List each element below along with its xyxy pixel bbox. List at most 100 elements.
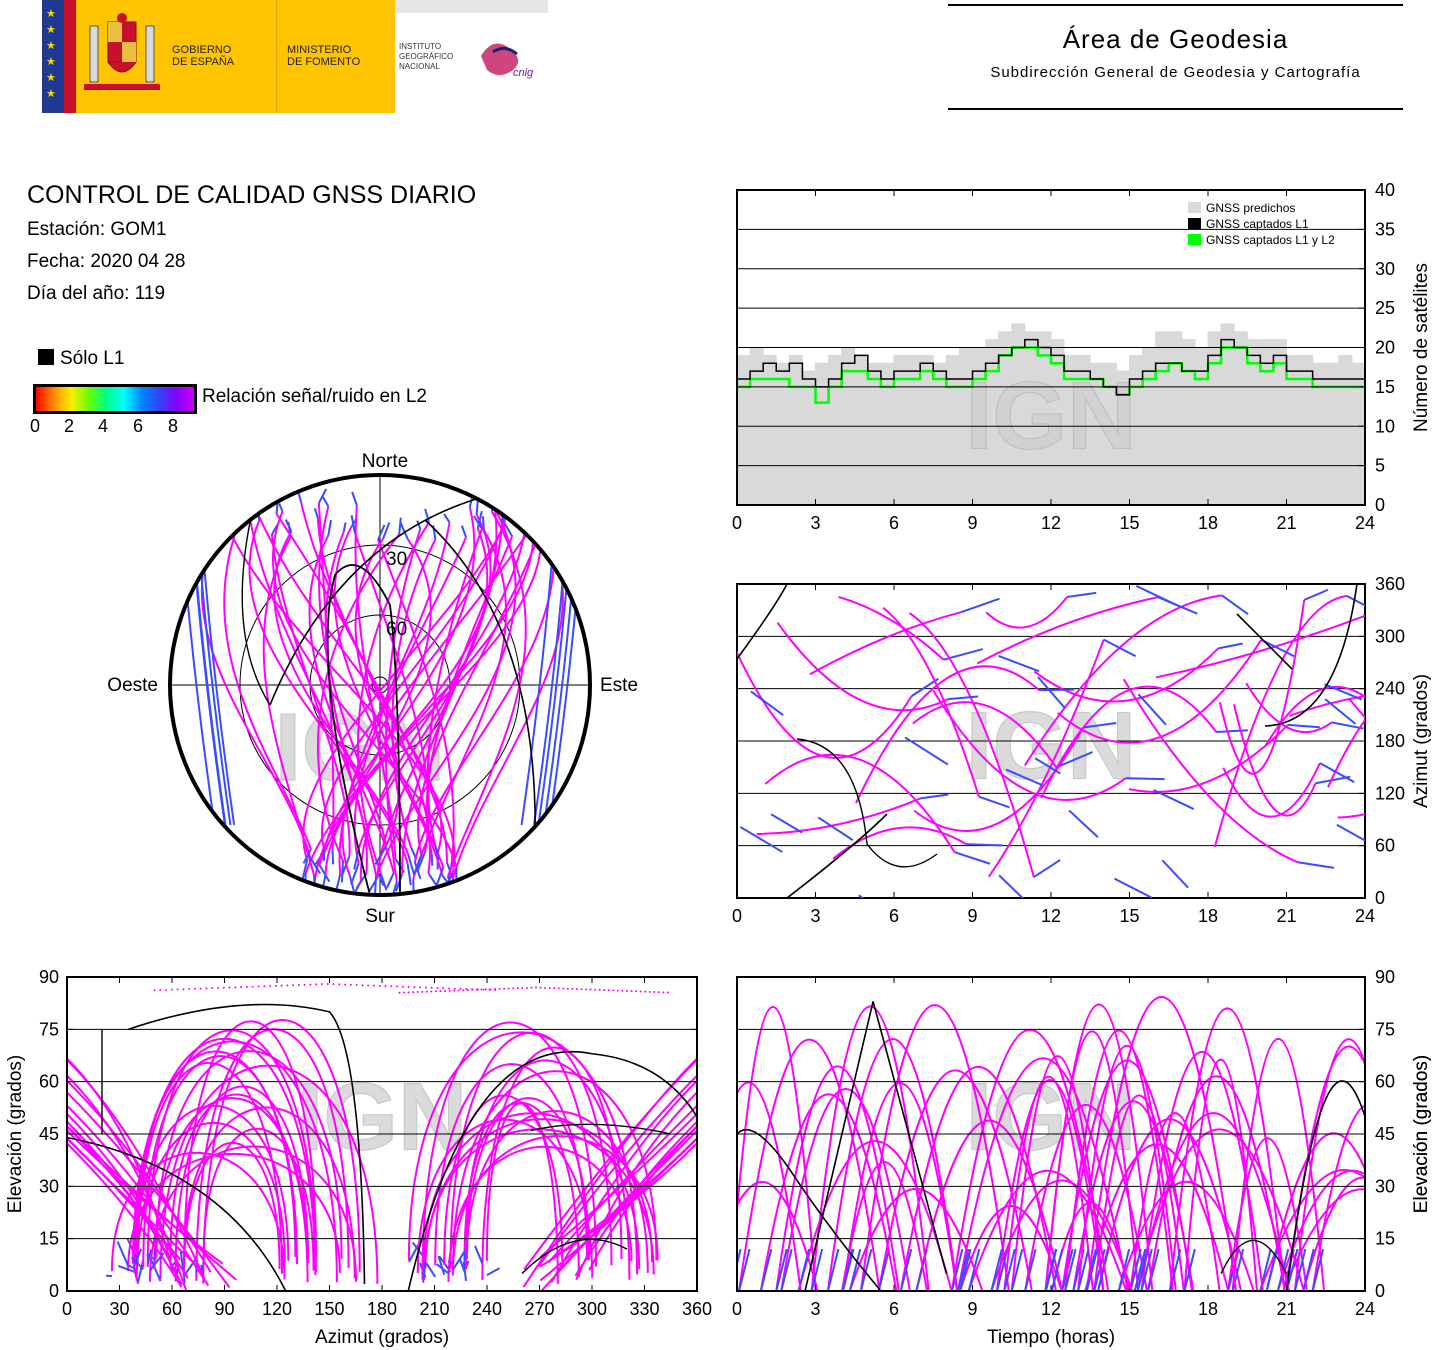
x-tick-label: 0 xyxy=(732,513,742,533)
snr-tick-0: 0 xyxy=(30,416,41,436)
header-logos: ★ ★ ★ ★ ★ ★ GOBIERNO DE ESPAÑA MINISTERIO DE FO… xyxy=(42,0,548,113)
sat-track-low xyxy=(978,795,1010,809)
y-tick-label: 0 xyxy=(49,1281,59,1301)
sat-point xyxy=(326,982,329,985)
y-tick-label: 120 xyxy=(1375,783,1405,803)
y-tick-label: 60 xyxy=(39,1072,59,1092)
sat-track-low xyxy=(525,501,533,520)
sat-track-l1 xyxy=(1264,584,1358,727)
south-label: Sur xyxy=(365,906,395,927)
sat-track-low xyxy=(284,519,293,533)
sat-track-low xyxy=(759,1248,773,1291)
sat-track xyxy=(1097,1118,1243,1291)
sat-track xyxy=(539,1137,697,1282)
sat-track-low xyxy=(416,852,426,873)
sat-track-low xyxy=(481,516,485,531)
y-axis-label: Elevación (grados) xyxy=(1411,1055,1432,1213)
sat-track-low xyxy=(427,872,438,887)
sat-track xyxy=(848,1188,984,1291)
sat-track-low xyxy=(253,496,259,506)
sat-track xyxy=(932,689,1127,801)
x-tick-label: 30 xyxy=(109,1299,129,1319)
sat-point xyxy=(612,989,615,992)
sat-track xyxy=(67,1104,210,1287)
doy-label: Día del año: 119 xyxy=(27,283,166,304)
sat-point xyxy=(430,986,433,989)
y-tick-label: 15 xyxy=(39,1229,59,1249)
sat-point xyxy=(240,986,243,989)
sat-point xyxy=(626,989,628,992)
sat-track xyxy=(988,639,1105,878)
sat-track-low xyxy=(351,491,358,506)
sat-point xyxy=(598,988,601,991)
sat-track xyxy=(838,596,945,661)
sat-point xyxy=(557,987,560,990)
sat-point xyxy=(344,983,347,986)
sat-track xyxy=(142,1055,298,1268)
sat-track xyxy=(539,1113,697,1258)
sat-point xyxy=(630,990,633,993)
watermark: IGN xyxy=(966,362,1137,469)
sat-track xyxy=(737,1081,802,1291)
sat-point xyxy=(471,988,474,991)
sat-track-low xyxy=(1044,1248,1057,1291)
plot-frame xyxy=(736,583,1366,899)
sat-track-low xyxy=(950,1248,964,1291)
legend-label: GNSS captados L1 xyxy=(1206,217,1309,231)
sat-track xyxy=(1282,1188,1365,1291)
sat-track xyxy=(216,501,456,875)
sat-track xyxy=(737,1181,819,1291)
sat-track xyxy=(359,519,528,882)
sat-track-low xyxy=(995,1248,1009,1291)
sat-track-low xyxy=(117,1264,134,1273)
sat-track xyxy=(202,1018,361,1284)
x-tick-label: 0 xyxy=(732,906,742,926)
sat-point xyxy=(507,987,510,990)
sat-track-low xyxy=(533,564,566,826)
sat-point xyxy=(453,987,456,990)
sat-track-l1 xyxy=(737,1128,882,1291)
sat-point xyxy=(349,983,352,986)
area-title: Área de Geodesia xyxy=(1062,24,1289,54)
sat-track xyxy=(485,1102,559,1284)
sat-track-low xyxy=(486,1267,501,1277)
sat-track xyxy=(354,538,445,868)
sat-point xyxy=(621,989,624,992)
sat-track-low xyxy=(460,525,467,538)
area-subtitle: Subdirección General de Geodesia y Carto… xyxy=(990,64,1361,81)
sat-track-low xyxy=(1066,591,1097,598)
sat-track-low xyxy=(1005,768,1043,787)
sat-track-low xyxy=(947,695,979,701)
flag-red-stripe xyxy=(42,0,64,113)
x-tick-label: 240 xyxy=(472,1299,502,1319)
sat-track-low xyxy=(1346,595,1365,607)
sat-track xyxy=(1136,1112,1291,1291)
sat-track xyxy=(353,532,430,853)
sat-track xyxy=(1337,813,1365,819)
sat-point xyxy=(280,984,283,987)
sat-track xyxy=(67,1125,189,1279)
sat-track-low xyxy=(1085,1248,1099,1291)
sat-track-low xyxy=(1315,775,1351,785)
sat-point xyxy=(401,985,404,988)
sat-track xyxy=(1392,809,1445,852)
sat-track-low xyxy=(543,490,551,508)
sat-track xyxy=(1231,1038,1325,1291)
y-tick-label: 75 xyxy=(39,1019,59,1039)
sat-point xyxy=(457,989,460,992)
sat-point xyxy=(372,984,375,987)
sat-point xyxy=(413,986,416,989)
watermark: IGN xyxy=(966,693,1137,800)
sat-track-low xyxy=(957,1248,970,1291)
sat-track xyxy=(776,622,949,712)
sat-track-low xyxy=(1133,1248,1147,1291)
sat-track-low xyxy=(1303,588,1329,601)
sat-track-low xyxy=(899,1248,913,1291)
sat-track-low xyxy=(350,863,360,885)
x-tick-label: 330 xyxy=(629,1299,659,1319)
sat-point xyxy=(525,986,528,989)
sat-track-l1 xyxy=(1285,1080,1365,1291)
sat-point xyxy=(234,986,237,989)
sat-point xyxy=(286,984,289,987)
sat-track xyxy=(976,596,1159,665)
